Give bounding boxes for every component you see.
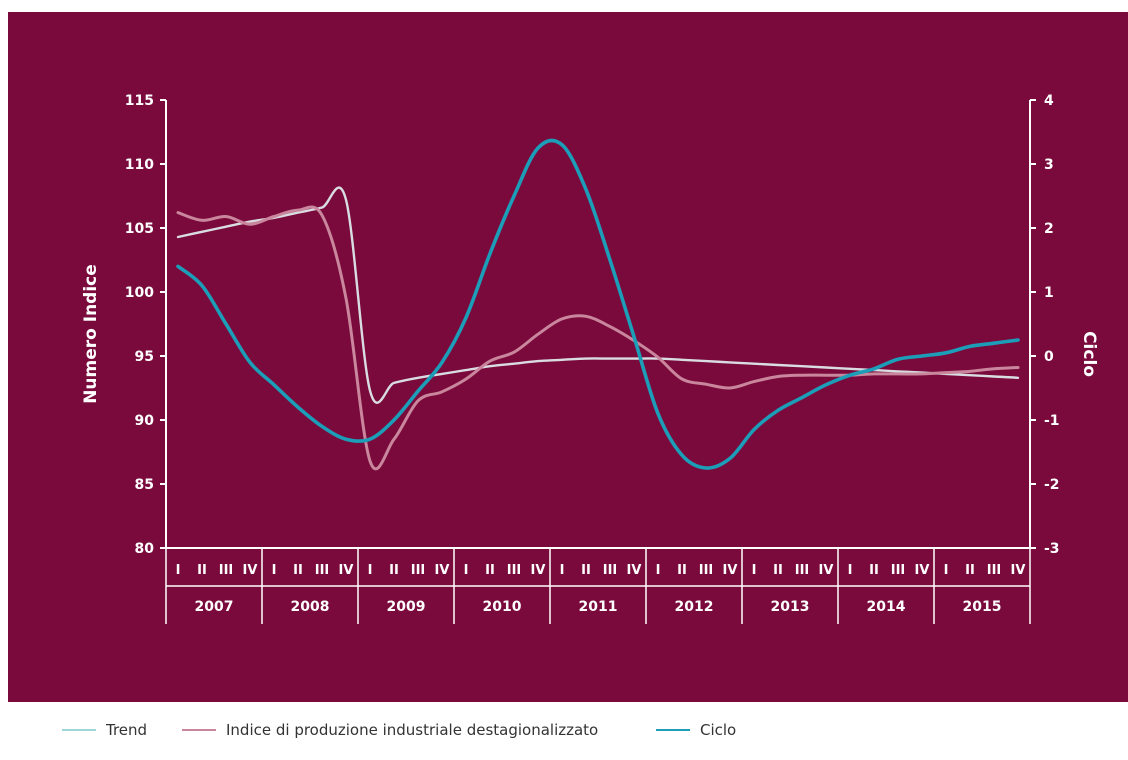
series-layer [176, 138, 1020, 471]
y-tick-label-left: 80 [135, 541, 155, 557]
quarter-label: I [848, 563, 853, 578]
y-tick-label-left: 115 [125, 93, 154, 109]
quarter-label: I [560, 563, 565, 578]
y-tick-label-right: 1 [1044, 285, 1054, 301]
y-tick-label-right: -2 [1044, 477, 1060, 493]
quarter-label: II [293, 563, 303, 578]
quarter-label: II [677, 563, 687, 578]
legend-label-ciclo: Ciclo [700, 721, 737, 739]
quarter-label: IV [819, 563, 834, 578]
year-label: 2009 [387, 599, 426, 615]
quarter-label: I [368, 563, 373, 578]
quarter-label: IV [243, 563, 258, 578]
quarter-label: III [795, 563, 810, 578]
quarter-label: I [176, 563, 181, 578]
year-label: 2015 [963, 599, 1002, 615]
y-tick-label-left: 100 [125, 285, 154, 301]
legend-item-trend: Trend [62, 720, 147, 740]
quarter-label: III [315, 563, 330, 578]
legend-item-ciclo: Ciclo [656, 720, 736, 740]
quarter-label: II [773, 563, 783, 578]
y-tick-label-left: 90 [135, 413, 155, 429]
legend: Trend Indice di produzione industriale d… [0, 706, 1128, 760]
y-tick-label-right: -3 [1044, 541, 1060, 557]
quarter-label: I [944, 563, 949, 578]
quarter-label: II [197, 563, 207, 578]
series-ciclo-line [176, 138, 1020, 470]
year-label: 2008 [291, 599, 330, 615]
quarter-label: IV [531, 563, 546, 578]
quarter-label: III [603, 563, 618, 578]
y-tick-label-left: 105 [125, 221, 154, 237]
year-label: 2012 [675, 599, 714, 615]
y-axis-label-left: Numero Indice [81, 264, 101, 404]
y-tick-label-left: 85 [135, 477, 154, 493]
chart-panel: 115 110 105 100 95 90 85 80 4 3 2 1 0 -1 -2 -3 2007 I II II… [8, 12, 1128, 702]
quarter-label: III [507, 563, 522, 578]
year-label: 2011 [579, 599, 618, 615]
y-tick-label-right: -1 [1044, 413, 1060, 429]
quarter-label: I [656, 563, 661, 578]
legend-swatch-trend [62, 729, 96, 731]
quarter-label: II [485, 563, 495, 578]
y-tick-label-right: 3 [1044, 157, 1054, 173]
quarter-label: IV [435, 563, 450, 578]
y-tick-label-left: 110 [125, 157, 154, 173]
legend-label-trend: Trend [106, 721, 148, 739]
series-indice-line [176, 205, 1020, 471]
year-label: 2014 [867, 599, 906, 615]
quarter-label: I [464, 563, 469, 578]
legend-label-indice: Indice di produzione industriale destagi… [226, 721, 599, 739]
quarter-label: II [965, 563, 975, 578]
quarter-label: IV [723, 563, 738, 578]
quarter-label: I [272, 563, 277, 578]
quarter-label: III [411, 563, 426, 578]
y-tick-label-right: 2 [1044, 221, 1054, 237]
y-axis-label-right: Ciclo [1079, 331, 1099, 377]
legend-swatch-ciclo [656, 729, 690, 731]
quarter-label: IV [339, 563, 354, 578]
year-label: 2007 [195, 599, 234, 615]
quarter-label: III [987, 563, 1002, 578]
quarter-label: III [219, 563, 234, 578]
quarter-label: II [869, 563, 879, 578]
quarter-label: I [752, 563, 757, 578]
y-tick-label-left: 95 [135, 349, 154, 365]
quarter-label: III [891, 563, 906, 578]
quarter-label: IV [915, 563, 930, 578]
legend-item-indice: Indice di produzione industriale destagi… [182, 720, 598, 740]
quarter-label: II [389, 563, 399, 578]
y-tick-label-right: 0 [1044, 349, 1054, 365]
year-label: 2013 [771, 599, 810, 615]
quarter-label: IV [627, 563, 642, 578]
y-tick-label-right: 4 [1044, 93, 1054, 109]
legend-swatch-indice [182, 729, 216, 731]
quarter-label: IV [1011, 563, 1026, 578]
year-label: 2010 [483, 599, 522, 615]
quarter-label: III [699, 563, 714, 578]
quarter-label: II [581, 563, 591, 578]
